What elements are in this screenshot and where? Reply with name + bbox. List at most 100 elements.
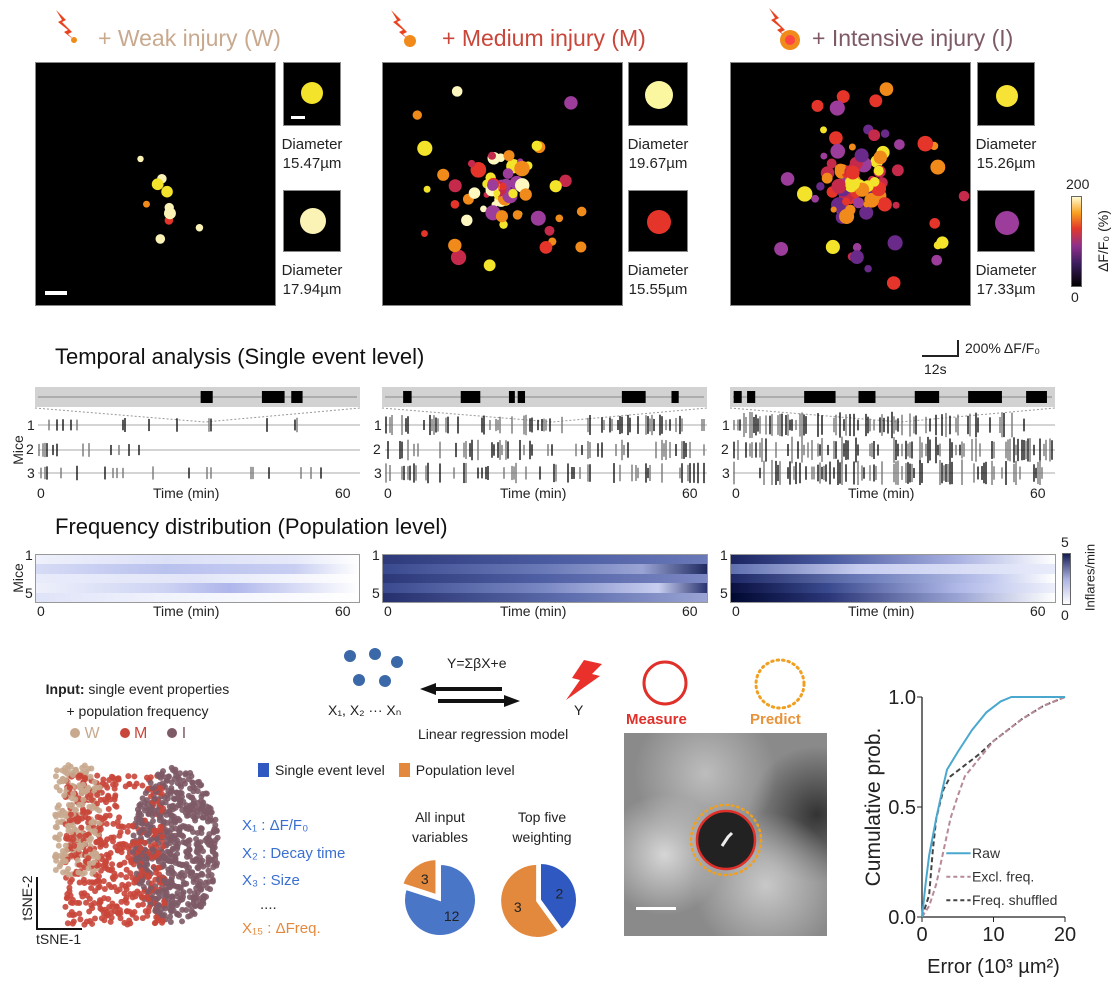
cell-event — [848, 143, 856, 151]
overview-event — [1026, 391, 1047, 403]
tsne-point — [88, 765, 95, 772]
tsne-point — [193, 856, 200, 863]
regression-caption: Linear regression model — [418, 726, 569, 742]
scale-y-label: 200% ΔF/F₀ — [965, 340, 1041, 356]
tsne-point — [80, 781, 87, 788]
tsne-point — [138, 867, 145, 874]
tsne-point — [188, 907, 195, 914]
tsne-point — [175, 774, 182, 781]
tsne-point — [168, 876, 175, 883]
tsne-point — [180, 798, 187, 805]
tsne-point — [142, 790, 149, 797]
cell-event — [864, 264, 872, 273]
tsne-point — [117, 841, 124, 848]
x-tick: 60 — [1030, 603, 1046, 619]
tsne-point — [195, 882, 202, 889]
tsne-point — [120, 824, 127, 831]
cell-event — [483, 259, 496, 272]
tsne-point — [136, 810, 143, 817]
tsne-point — [102, 858, 109, 865]
heatmap-intensive — [730, 554, 1056, 603]
tsne-point — [171, 870, 178, 877]
cell-event — [892, 201, 900, 209]
tsne-point — [78, 790, 85, 797]
cell-event — [461, 214, 473, 226]
pie-label: 2 — [555, 886, 563, 902]
tsne-point — [52, 851, 59, 858]
tsne-point — [96, 878, 103, 885]
tsne-point — [88, 796, 95, 803]
tsne-point — [116, 832, 123, 839]
tsne-point — [76, 832, 83, 839]
mice-row-label: 2 — [26, 441, 34, 457]
x-tick: 60 — [682, 485, 698, 501]
bidirectional-arrows-icon — [420, 683, 520, 707]
tsne-point — [205, 867, 212, 874]
cell-event — [873, 165, 884, 176]
tsne-point — [105, 896, 112, 903]
cell-event — [448, 238, 462, 253]
tsne-point — [207, 886, 214, 893]
tsne-point — [64, 823, 71, 830]
cell-event — [508, 188, 518, 199]
cell-event — [826, 158, 837, 169]
legend-item-m: M — [119, 725, 147, 743]
tsne-point — [151, 841, 158, 848]
cell-event — [137, 155, 144, 163]
tsne-point — [169, 846, 176, 853]
tsne-point — [179, 890, 186, 897]
overview-event — [858, 391, 876, 403]
tsne-point — [63, 847, 70, 854]
tsne-point — [162, 799, 169, 806]
cell-event — [519, 188, 532, 201]
tsne-point — [175, 899, 182, 906]
tsne-point — [160, 862, 167, 869]
colorbar-min: 0 — [1071, 289, 1079, 305]
tsne-point — [105, 805, 112, 812]
tsne-point — [88, 884, 95, 891]
tsne-point — [62, 777, 69, 784]
tsne-point — [70, 836, 77, 843]
tsne-scatter — [52, 762, 221, 928]
cell-event — [448, 179, 462, 193]
cell-event — [845, 165, 860, 180]
tsne-point — [108, 773, 115, 780]
lesion-overlay — [636, 803, 763, 910]
cell-event — [877, 197, 892, 212]
tsne-point — [170, 795, 177, 802]
tsne-point — [129, 822, 136, 829]
tsne-point — [122, 883, 129, 890]
cell-event — [830, 143, 846, 159]
tsne-point — [146, 821, 153, 828]
tsne-point — [102, 863, 109, 870]
tsne-point — [151, 795, 158, 802]
cell-event — [412, 110, 422, 120]
tsne-point — [70, 790, 77, 797]
input-dots-icon — [344, 648, 403, 687]
variable-item: X₁₅ : ΔFreq. — [242, 919, 321, 937]
tsne-point — [194, 846, 201, 853]
tsne-point — [112, 873, 119, 880]
lightning-icon — [566, 660, 602, 700]
tsne-point — [83, 899, 90, 906]
cell-event — [544, 225, 555, 236]
tsne-point — [154, 888, 161, 895]
tsne-point — [66, 817, 73, 824]
tsne-point — [180, 777, 187, 784]
tsne-point — [174, 837, 181, 844]
colorbar-label: ΔF/F₀ (%) — [1095, 210, 1111, 272]
diameter-label: Diameter 17.94µm — [281, 262, 343, 298]
tsne-point — [179, 906, 186, 913]
tsne-point — [149, 785, 156, 792]
tsne-point — [107, 796, 114, 803]
tsne-point — [143, 831, 150, 838]
tsne-point — [153, 896, 160, 903]
legend-item-i: I — [167, 725, 186, 743]
tsne-point — [117, 910, 124, 917]
tsne-point — [63, 835, 70, 842]
cell-event — [495, 210, 509, 223]
tsne-point — [91, 915, 98, 922]
tsne-point — [175, 795, 182, 802]
tsne-point — [139, 826, 146, 833]
tsne-point — [170, 907, 177, 914]
